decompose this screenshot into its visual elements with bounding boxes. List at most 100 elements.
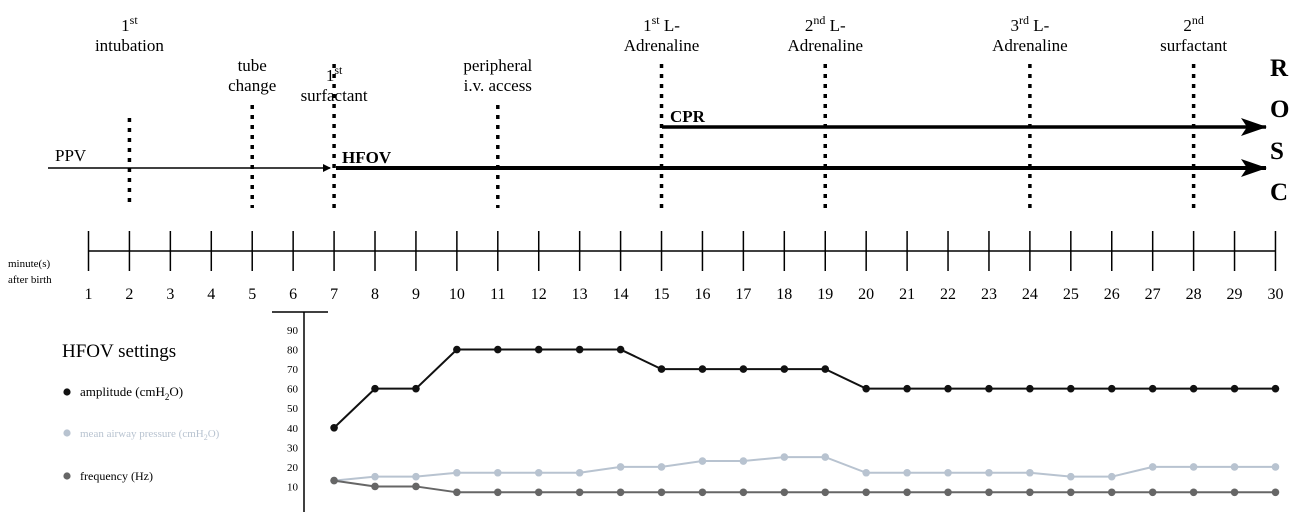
y-tick-label: 50 xyxy=(287,403,299,415)
data-point xyxy=(453,345,461,354)
tick-label: 8 xyxy=(371,286,379,303)
tick-label: 12 xyxy=(531,286,547,303)
series-line xyxy=(333,456,1276,482)
data-point xyxy=(1189,384,1198,393)
legend-amplitude: amplitude (cmH2O) xyxy=(80,384,183,402)
y-tick-label: 30 xyxy=(287,442,299,454)
event-label: 2nd xyxy=(1183,13,1204,35)
data-point xyxy=(371,472,379,481)
data-point xyxy=(1271,488,1280,497)
legend-swatch-amplitude xyxy=(63,388,71,396)
data-point xyxy=(371,482,379,491)
data-point xyxy=(1230,488,1239,497)
data-point xyxy=(616,463,625,471)
data-point xyxy=(1230,384,1239,393)
data-point xyxy=(821,488,830,497)
event-label: Adrenaline xyxy=(624,36,700,55)
data-point xyxy=(494,488,502,497)
data-point xyxy=(1067,384,1075,393)
data-point xyxy=(494,468,502,477)
data-point xyxy=(1230,463,1239,471)
data-point xyxy=(739,457,748,465)
tick-label: 10 xyxy=(449,286,465,303)
series-1 xyxy=(330,453,1280,485)
event-label: peripheral xyxy=(463,56,532,75)
legend-frequency: frequency (Hz) xyxy=(80,469,153,483)
data-point xyxy=(821,365,830,373)
data-point xyxy=(1107,384,1116,393)
event-label: surfactant xyxy=(1160,36,1227,55)
tick-label: 1 xyxy=(85,286,93,303)
legend-title: HFOV settings xyxy=(62,341,176,362)
legend-swatch-frequency xyxy=(63,472,71,480)
y-tick-label: 90 xyxy=(287,325,299,337)
data-point xyxy=(698,488,707,497)
tick-label: 2 xyxy=(125,286,133,303)
data-point xyxy=(1067,488,1075,497)
data-point xyxy=(739,488,748,497)
tick-label: 18 xyxy=(776,286,792,303)
tick-label: 24 xyxy=(1022,286,1038,303)
y-tick-label: 70 xyxy=(287,364,299,376)
event-label: intubation xyxy=(95,36,164,55)
legend-swatch-map xyxy=(63,429,71,437)
tick-label: 27 xyxy=(1145,286,1161,303)
data-point xyxy=(575,468,584,477)
event-label: surfactant xyxy=(301,86,368,105)
series-line xyxy=(333,348,1276,429)
data-point xyxy=(330,423,338,432)
data-point xyxy=(698,365,707,373)
data-point xyxy=(534,345,543,354)
data-point xyxy=(1148,463,1157,471)
series-line xyxy=(333,479,1276,494)
cpr-label: CPR xyxy=(670,107,706,126)
tick-label: 3 xyxy=(166,286,174,303)
y-tick-label: 60 xyxy=(287,384,299,396)
tick-label: 15 xyxy=(654,286,670,303)
data-point xyxy=(821,453,830,461)
tick-label: 9 xyxy=(412,286,420,303)
data-point xyxy=(657,365,666,373)
data-point xyxy=(780,453,789,461)
tick-label: 19 xyxy=(817,286,833,303)
tick-label: 20 xyxy=(858,286,874,303)
data-point xyxy=(698,457,707,465)
data-point xyxy=(1271,384,1280,393)
tick-label: 30 xyxy=(1267,286,1283,303)
event-label: 1st xyxy=(121,13,138,35)
data-point xyxy=(1026,468,1034,477)
tick-label: 22 xyxy=(940,286,956,303)
data-point xyxy=(1271,463,1280,471)
tick-label: 5 xyxy=(248,286,256,303)
axis-label-line2: after birth xyxy=(8,274,52,286)
data-point xyxy=(1148,384,1157,393)
legend: HFOV settings amplitude (cmH2O) mean air… xyxy=(62,341,220,483)
data-point xyxy=(1189,463,1198,471)
tick-label: 21 xyxy=(899,286,915,303)
y-tick-label: 40 xyxy=(287,423,299,435)
data-point xyxy=(1026,384,1034,393)
legend-map: mean airway pressure (cmH2O) xyxy=(80,428,220,442)
series-0 xyxy=(330,345,1280,432)
tick-label: 25 xyxy=(1063,286,1079,303)
data-point xyxy=(903,468,911,477)
tick-label: 6 xyxy=(289,286,297,303)
event-label: 2nd L- xyxy=(805,13,846,35)
data-point xyxy=(985,384,993,393)
chart-series xyxy=(330,345,1280,497)
data-point xyxy=(903,384,911,393)
data-point xyxy=(1067,472,1075,481)
tick-label: 26 xyxy=(1104,286,1120,303)
event-label: 3rd L- xyxy=(1010,13,1049,35)
data-point xyxy=(534,488,543,497)
data-point xyxy=(412,482,420,491)
data-point xyxy=(862,384,870,393)
event-label: i.v. access xyxy=(464,76,532,95)
data-point xyxy=(1107,488,1116,497)
chart-y-axis: 10 20 30 40 50 60 70 80 90 xyxy=(272,311,328,512)
data-point xyxy=(903,488,911,497)
event-label: change xyxy=(228,76,276,95)
rosc-label: R O S C xyxy=(1270,55,1289,206)
data-point xyxy=(1026,488,1034,497)
